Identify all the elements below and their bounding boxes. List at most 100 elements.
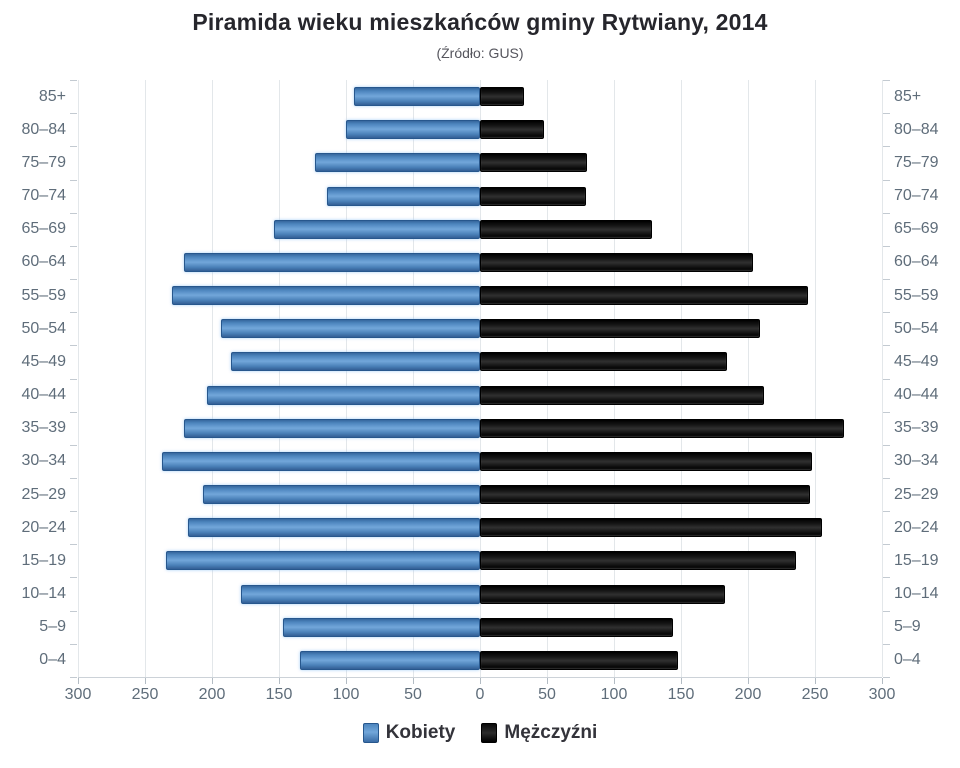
female-bar [230, 352, 480, 372]
male-bar [480, 319, 761, 339]
female-bar [162, 451, 480, 471]
age-label-right: 5–9 [894, 618, 921, 636]
x-axis-tick [144, 678, 146, 684]
male-bar [480, 385, 765, 405]
male-bar [480, 551, 797, 571]
y-axis-tick-right [883, 478, 890, 479]
female-bar [300, 650, 480, 670]
age-label-left: 30–34 [21, 452, 67, 470]
age-label-left: 60–64 [21, 253, 67, 271]
x-tick-label: 50 [538, 686, 556, 703]
male-bar [480, 153, 588, 173]
y-axis-tick-left [70, 677, 77, 678]
y-axis-tick-left [70, 511, 77, 512]
age-label-right: 80–84 [894, 120, 939, 138]
y-axis-tick-right [883, 611, 890, 612]
y-axis-tick-right [883, 113, 890, 114]
male-bar [480, 352, 727, 372]
gridline [144, 80, 146, 677]
y-axis-tick-left [70, 577, 77, 578]
male-bar [480, 451, 813, 471]
y-axis-tick-right [883, 246, 890, 247]
y-axis-tick-right [883, 180, 890, 181]
female-bar [183, 418, 480, 438]
female-bar [202, 485, 480, 505]
male-bar [480, 650, 679, 670]
age-label-left: 20–24 [21, 518, 67, 536]
gridline [412, 80, 414, 677]
y-axis-tick-right [883, 146, 890, 147]
pyramid-plot [77, 80, 883, 678]
female-bar [171, 286, 480, 306]
x-axis-tick [211, 678, 213, 684]
gridline [479, 80, 481, 677]
y-axis-tick-left [70, 312, 77, 313]
female-bar [183, 252, 480, 272]
y-axis-tick-right [883, 213, 890, 214]
y-axis-tick-left [70, 544, 77, 545]
y-axis-tick-right [883, 544, 890, 545]
male-bar [480, 485, 810, 505]
y-axis-tick-left [70, 345, 77, 346]
age-label-right: 15–19 [894, 551, 939, 569]
x-tick-label: 250 [131, 686, 159, 703]
mezczyzni-swatch-icon [481, 723, 498, 743]
age-label-left: 35–39 [21, 419, 67, 437]
legend: Kobiety Mężczyźni [0, 722, 960, 744]
x-axis-tick [345, 678, 347, 684]
age-label-right: 50–54 [894, 319, 939, 337]
y-axis-tick-left [70, 180, 77, 181]
female-bar [327, 186, 480, 206]
male-bar [480, 186, 586, 206]
y-axis-tick-left [70, 445, 77, 446]
female-bar [273, 219, 480, 239]
age-label-left: 45–49 [21, 352, 67, 370]
age-label-right: 70–74 [894, 187, 939, 205]
age-label-right: 25–29 [894, 485, 939, 503]
gridline [881, 80, 883, 677]
x-axis-tick [479, 678, 481, 684]
age-label-right: 35–39 [894, 419, 939, 437]
legend-item-mezczyzni: Mężczyźni [481, 722, 597, 744]
female-bar [283, 617, 480, 637]
female-bar [354, 87, 480, 107]
female-bar [346, 120, 480, 140]
age-label-left: 85+ [38, 87, 66, 105]
age-label-right: 10–14 [894, 585, 939, 603]
age-label-right: 75–79 [894, 153, 939, 171]
chart-title: Piramida wieku mieszkańców gminy Rytwian… [192, 9, 768, 35]
age-label-right: 60–64 [894, 253, 939, 271]
legend-label-mezczyzni: Mężczyźni [504, 722, 598, 743]
gridline [747, 80, 749, 677]
x-tick-label: 200 [198, 686, 226, 703]
age-label-right: 20–24 [894, 518, 939, 536]
y-axis-tick-right [883, 511, 890, 512]
y-axis-tick-right [883, 345, 890, 346]
legend-item-kobiety: Kobiety [362, 722, 455, 744]
male-bar [480, 286, 809, 306]
x-tick-label: 200 [734, 686, 762, 703]
age-label-left: 65–69 [21, 220, 67, 238]
age-label-left: 55–59 [21, 286, 67, 304]
x-tick-label: 300 [868, 686, 896, 703]
age-label-right: 45–49 [894, 352, 939, 370]
x-tick-label: 100 [332, 686, 360, 703]
x-tick-label: 50 [404, 686, 422, 703]
age-label-left: 70–74 [21, 187, 67, 205]
y-axis-tick-right [883, 80, 890, 81]
x-tick-label: 0 [475, 686, 485, 703]
x-axis-tick [814, 678, 816, 684]
age-label-left: 5–9 [39, 618, 66, 636]
gridline [278, 80, 280, 677]
x-tick-label: 100 [600, 686, 628, 703]
age-label-left: 0–4 [39, 651, 66, 669]
x-axis-tick [881, 678, 883, 684]
male-bar [480, 252, 754, 272]
gridline [613, 80, 615, 677]
age-label-right: 55–59 [894, 286, 939, 304]
y-axis-tick-left [70, 611, 77, 612]
gridline [814, 80, 816, 677]
male-bar [480, 87, 525, 107]
age-label-left: 80–84 [21, 120, 67, 138]
